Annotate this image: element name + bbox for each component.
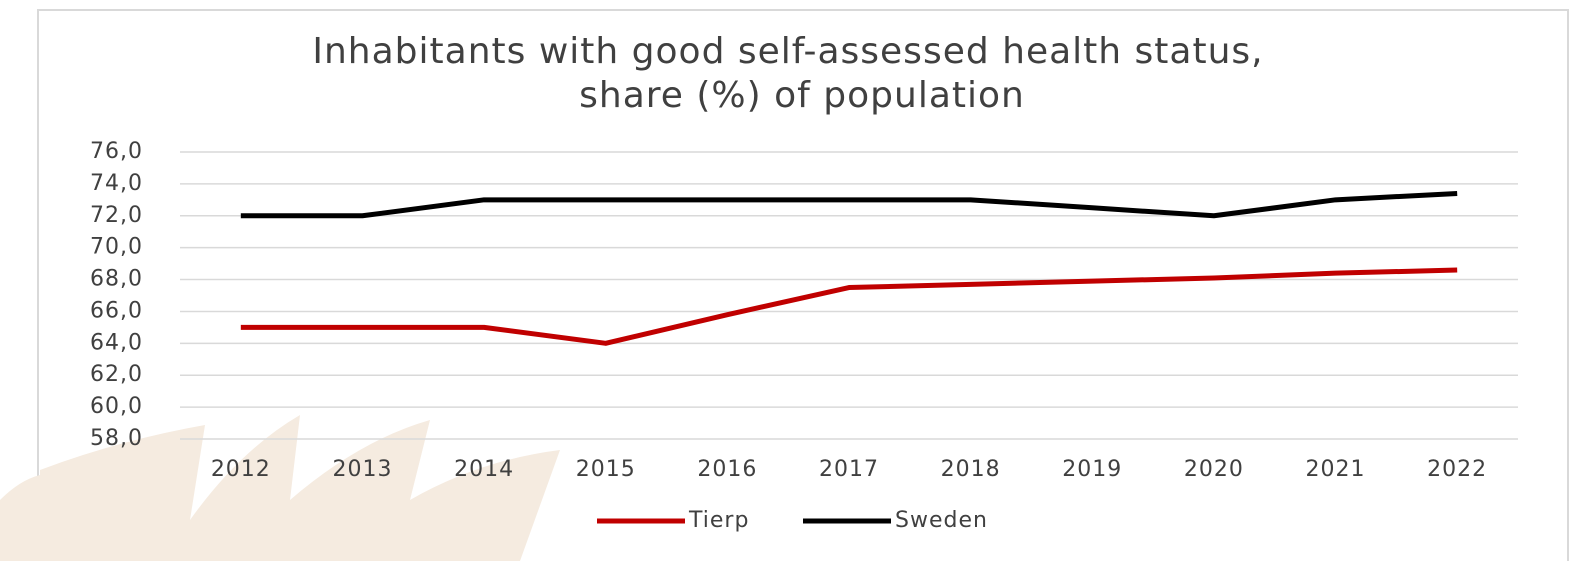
x-tick-label: 2014 bbox=[454, 457, 514, 482]
x-tick-label: 2012 bbox=[211, 457, 271, 482]
y-tick-label: 72,0 bbox=[90, 203, 143, 228]
x-tick-label: 2022 bbox=[1427, 457, 1487, 482]
chart: Inhabitants with good self-assessed heal… bbox=[0, 0, 1589, 561]
y-tick-label: 70,0 bbox=[90, 235, 143, 260]
x-tick-label: 2016 bbox=[697, 457, 757, 482]
chart-title: share (%) of population bbox=[579, 75, 1025, 116]
x-tick-label: 2018 bbox=[941, 457, 1001, 482]
y-tick-label: 64,0 bbox=[90, 330, 143, 355]
y-tick-label: 74,0 bbox=[90, 171, 143, 196]
legend-label: Sweden bbox=[895, 508, 988, 533]
x-tick-label: 2021 bbox=[1306, 457, 1366, 482]
x-tick-label: 2020 bbox=[1184, 457, 1244, 482]
chart-title: Inhabitants with good self-assessed heal… bbox=[312, 31, 1263, 72]
y-tick-label: 66,0 bbox=[90, 298, 143, 323]
y-tick-label: 68,0 bbox=[90, 267, 143, 292]
x-tick-label: 2015 bbox=[576, 457, 636, 482]
y-tick-label: 62,0 bbox=[90, 362, 143, 387]
x-tick-label: 2019 bbox=[1062, 457, 1122, 482]
y-tick-label: 58,0 bbox=[90, 426, 143, 451]
legend-label: Tierp bbox=[688, 508, 749, 533]
x-tick-label: 2013 bbox=[332, 457, 392, 482]
x-tick-label: 2017 bbox=[819, 457, 879, 482]
y-tick-label: 60,0 bbox=[90, 394, 143, 419]
y-tick-label: 76,0 bbox=[90, 139, 143, 164]
